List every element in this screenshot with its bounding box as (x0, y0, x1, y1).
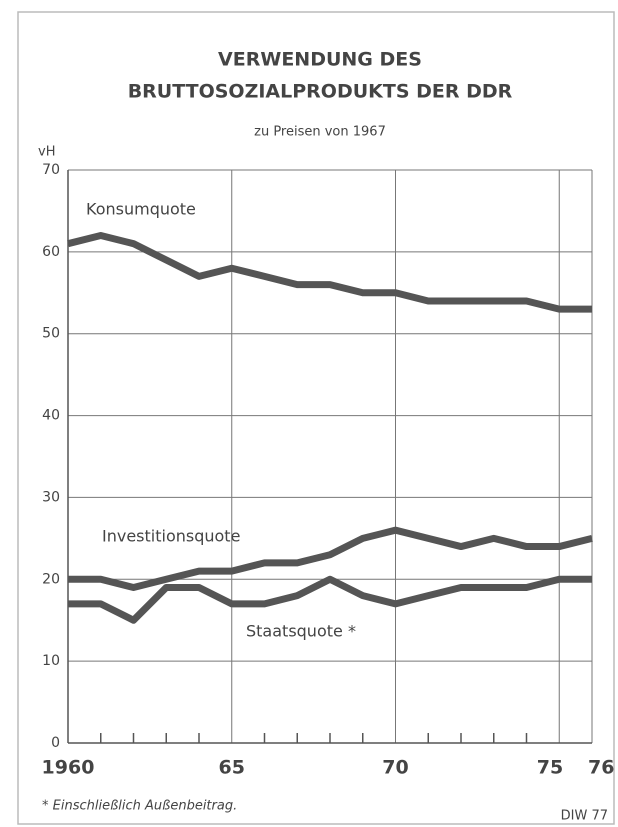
x-tick-label: 76 (588, 757, 614, 779)
series-line (68, 575, 592, 624)
chart-subtitle: zu Preisen von 1967 (254, 125, 386, 140)
x-tick-label: 75 (537, 757, 563, 779)
series-label: Staatsquote * (246, 622, 356, 641)
series-line (68, 526, 593, 591)
x-tick-label: 1960 (42, 757, 95, 779)
footnote: * Einschließlich Außenbeitrag. (42, 799, 237, 814)
x-tick-label: 70 (382, 757, 408, 779)
y-tick-label: 20 (42, 571, 60, 587)
x-tick-label: 65 (219, 757, 245, 779)
y-tick-label: 50 (42, 326, 60, 342)
series-line (67, 231, 592, 313)
series-label: Investitionsquote (102, 527, 240, 546)
y-tick-label: 10 (42, 653, 60, 669)
chart-title: VERWENDUNG DES (218, 49, 422, 71)
frame (17, 11, 615, 825)
y-tick-label: 70 (42, 162, 60, 178)
y-tick-label: 30 (42, 489, 60, 505)
y-tick-label: 0 (51, 735, 60, 751)
series-label: Konsumquote (86, 200, 196, 219)
chart-title: BRUTTOSOZIALPRODUKTS DER DDR (128, 81, 513, 103)
y-tick-label: 60 (42, 244, 60, 260)
y-tick-label: 40 (42, 408, 60, 424)
source: DIW 77 (561, 809, 608, 824)
y-axis-label: vH (38, 145, 55, 160)
